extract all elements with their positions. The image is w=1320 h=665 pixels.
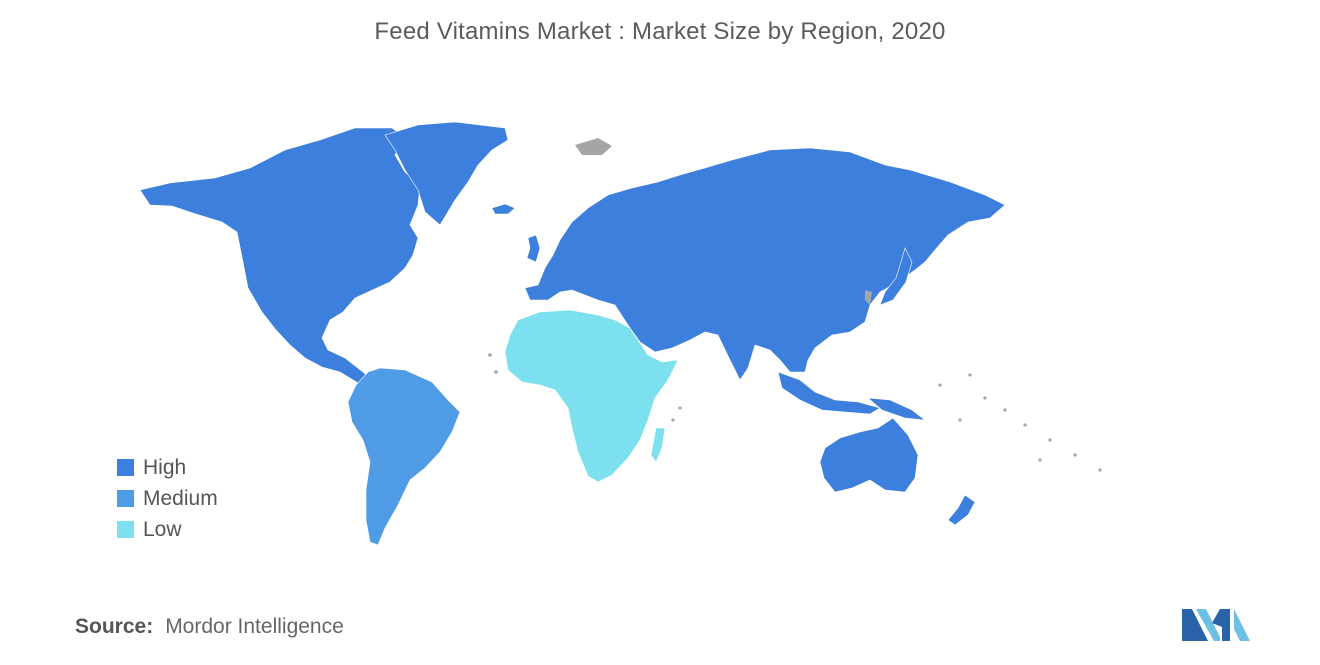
- legend-label-medium: Medium: [143, 486, 218, 510]
- region-japan: [879, 247, 913, 306]
- region-south-america: [347, 367, 461, 546]
- legend-label-high: High: [143, 455, 187, 479]
- legend-item-medium: Medium: [117, 483, 218, 514]
- region-iceland: [491, 203, 516, 215]
- chart-title: Feed Vitamins Market : Market Size by Re…: [374, 18, 946, 45]
- legend-swatch-low: [117, 521, 134, 538]
- legend-label-low: Low: [143, 517, 182, 541]
- region-madagascar: [650, 427, 666, 463]
- legend-item-low: Low: [117, 514, 218, 545]
- pacific-islands: [488, 353, 1102, 472]
- mordor-intelligence-logo: [1182, 609, 1250, 641]
- source-label: Source:: [75, 615, 154, 638]
- region-korea: [865, 290, 872, 305]
- region-se-asia-islands: [777, 371, 881, 415]
- map-legend: High Medium Low: [117, 452, 218, 545]
- region-australia: [819, 417, 919, 493]
- region-svalbard: [575, 138, 612, 155]
- source-line: Source: Mordor Intelligence: [75, 615, 344, 639]
- region-africa: [504, 309, 679, 483]
- region-greenland: [384, 121, 509, 226]
- source-value: Mordor Intelligence: [165, 615, 344, 638]
- region-north-america: [139, 127, 421, 393]
- region-uk: [526, 234, 541, 263]
- legend-item-high: High: [117, 452, 218, 483]
- legend-swatch-medium: [117, 490, 134, 507]
- legend-swatch-high: [117, 459, 134, 476]
- region-new-zealand: [947, 494, 976, 526]
- region-papua: [867, 397, 927, 421]
